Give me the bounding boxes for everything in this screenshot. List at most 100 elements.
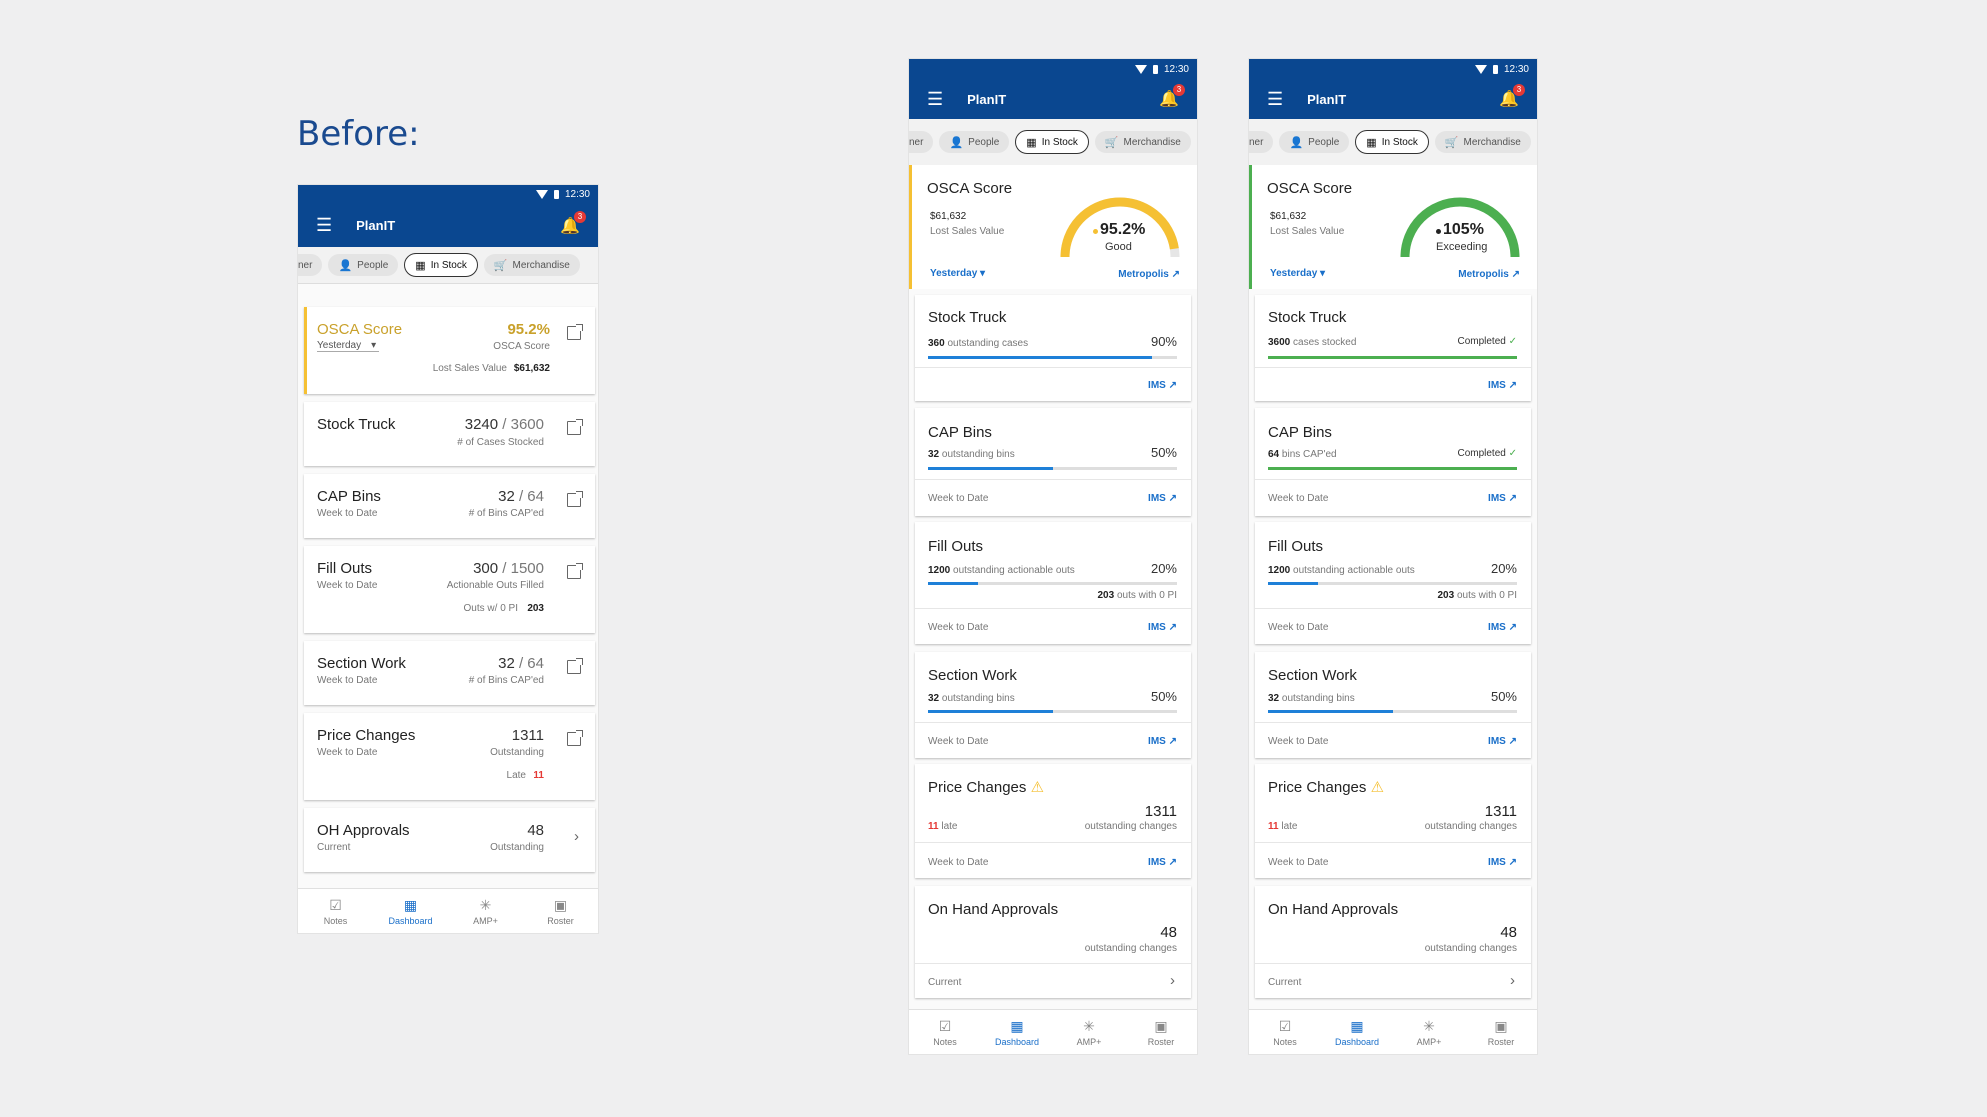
nav-notes[interactable]: ☑ Notes — [323, 896, 348, 926]
fill-outs-card[interactable]: Fill Outs Week to Date 300 / 1500 Action… — [304, 546, 595, 633]
chip-people[interactable]: 👤 People — [939, 131, 1010, 153]
ims-link[interactable]: IMS ↗ — [1148, 493, 1177, 504]
cap-bins-card[interactable]: CAP Bins 32 outstanding bins 50% Week to… — [915, 408, 1191, 516]
metropolis-link[interactable]: Metropolis ↗ — [1118, 269, 1180, 280]
after-phone-completed: 12:30 ☰ PlanIT 🔔 3 ner 👤 People ▦ In Stock … — [1249, 59, 1537, 1054]
oh-approvals-card[interactable]: On Hand Approvals 48 outstanding changes… — [915, 886, 1191, 998]
oh-approvals-card[interactable]: OH Approvals Current 48 Outstanding › — [304, 808, 595, 872]
open-external-icon[interactable] — [567, 324, 583, 340]
stock-truck-card[interactable]: Stock Truck 3240 / 3600 # of Cases Stock… — [304, 402, 595, 466]
nav-amp[interactable]: ✳ AMP+ — [1416, 1017, 1442, 1047]
divider — [1255, 367, 1531, 368]
inventory-icon: ▦ — [1366, 136, 1377, 149]
chip-merchandise[interactable]: 🛒 Merchandise — [1094, 131, 1191, 153]
cap-bins-card[interactable]: CAP Bins 64 bins CAP'ed Completed ✓ Week… — [1255, 408, 1531, 516]
fill-outs-card[interactable]: Fill Outs 1200 outstanding actionable ou… — [915, 522, 1191, 644]
open-external-icon[interactable] — [567, 730, 583, 746]
osca-card[interactable]: OSCA Score $61,632 Lost Sales Value 105%… — [1249, 165, 1537, 289]
period-dropdown[interactable]: Yesterday ▾ — [317, 340, 380, 352]
ims-link[interactable]: IMS ↗ — [1148, 622, 1177, 633]
nav-notes[interactable]: ☑ Notes — [1273, 1017, 1297, 1047]
nav-dashboard[interactable]: ▦ Dashboard — [994, 1017, 1040, 1047]
section-work-title: Section Work — [928, 667, 1017, 684]
divider — [915, 722, 1191, 723]
ims-link[interactable]: IMS ↗ — [1488, 857, 1517, 868]
osca-card[interactable]: OSCA Score Yesterday ▾ 95.2% OSCA Score L… — [304, 307, 595, 394]
period-dropdown[interactable]: Yesterday ▾ — [1270, 268, 1326, 279]
notification-bell-icon[interactable]: 🔔 3 — [1159, 84, 1185, 109]
cap-bins-card[interactable]: CAP Bins Week to Date 32 / 64 # of Bins … — [304, 474, 595, 538]
metropolis-link[interactable]: Metropolis ↗ — [1458, 269, 1520, 280]
hamburger-menu-icon[interactable]: ☰ — [1267, 88, 1284, 109]
chip-people[interactable]: 👤 People — [328, 254, 399, 276]
nav-dashboard[interactable]: ▦ Dashboard — [388, 896, 433, 926]
osca-gauge-value: 105% — [1443, 221, 1484, 238]
stock-truck-title: Stock Truck — [317, 416, 396, 433]
open-external-icon[interactable] — [567, 563, 583, 579]
divider — [1255, 842, 1531, 843]
fill-outs-period: Week to Date — [928, 622, 989, 633]
open-external-icon[interactable] — [567, 658, 583, 674]
chip-in-stock[interactable]: ▦ In Stock — [1355, 130, 1429, 154]
battery-icon — [1492, 64, 1498, 74]
section-work-card[interactable]: Section Work 32 outstanding bins 50% Wee… — [1255, 652, 1531, 758]
filter-chips: ner 👤 People ▦ In Stock 🛒 Merchandise — [298, 247, 598, 284]
chevron-right-icon[interactable]: › — [574, 828, 579, 845]
badge-icon: ▣ — [1494, 1017, 1508, 1034]
progress-fill — [928, 582, 978, 585]
nav-roster[interactable]: ▣ Roster — [1487, 1017, 1515, 1047]
osca-card[interactable]: OSCA Score $61,632 Lost Sales Value 95.2… — [909, 165, 1197, 289]
chip-in-stock[interactable]: ▦ In Stock — [404, 253, 478, 277]
ims-link[interactable]: IMS ↗ — [1148, 857, 1177, 868]
nav-dashboard[interactable]: ▦ Dashboard — [1334, 1017, 1380, 1047]
osca-title: OSCA Score — [317, 321, 403, 338]
chip-people[interactable]: 👤 People — [1279, 131, 1350, 153]
nav-amp[interactable]: ✳ AMP+ — [473, 896, 498, 926]
ims-link[interactable]: IMS ↗ — [1488, 380, 1517, 391]
chevron-right-icon[interactable]: › — [1170, 972, 1175, 989]
oh-approvals-card[interactable]: On Hand Approvals 48 outstanding changes… — [1255, 886, 1531, 998]
hamburger-menu-icon[interactable]: ☰ — [316, 215, 333, 235]
nav-notes[interactable]: ☑ Notes — [933, 1017, 957, 1047]
nav-roster[interactable]: ▣ Roster — [1147, 1017, 1175, 1047]
section-work-card[interactable]: Section Work Week to Date 32 / 64 # of B… — [304, 641, 595, 705]
notification-bell-icon[interactable]: 🔔 3 — [560, 210, 586, 236]
divider — [915, 842, 1191, 843]
open-external-icon[interactable] — [567, 491, 583, 507]
open-external-icon[interactable] — [567, 419, 583, 435]
ims-link[interactable]: IMS ↗ — [1488, 493, 1517, 504]
chevron-right-icon[interactable]: › — [1510, 972, 1515, 989]
chip-partial[interactable]: ner — [298, 254, 323, 276]
oh-approvals-value: 48 — [527, 822, 544, 839]
osca-gauge-label: Exceeding — [1436, 241, 1488, 253]
nav-amp[interactable]: ✳ AMP+ — [1076, 1017, 1102, 1047]
fill-outs-card[interactable]: Fill Outs 1200 outstanding actionable ou… — [1255, 522, 1531, 644]
outs-zero-pi: 203 outs with 0 PI — [1437, 590, 1518, 601]
lost-sales-value: $61,632 — [513, 363, 550, 374]
oh-approvals-caption: Outstanding — [490, 842, 544, 853]
chip-in-stock[interactable]: ▦ In Stock — [1015, 130, 1089, 154]
arrow-up-right-icon: ↗ — [1511, 269, 1520, 280]
progress-bar — [1268, 356, 1517, 359]
chip-partial[interactable]: ner — [1249, 131, 1274, 153]
ims-link[interactable]: IMS ↗ — [1148, 380, 1177, 391]
ims-link[interactable]: IMS ↗ — [1488, 622, 1517, 633]
notification-bell-icon[interactable]: 🔔 3 — [1499, 84, 1525, 109]
stock-truck-card[interactable]: Stock Truck 3600 cases stocked Completed… — [1255, 295, 1531, 401]
chip-merchandise[interactable]: 🛒 Merchandise — [483, 254, 580, 276]
hamburger-menu-icon[interactable]: ☰ — [927, 88, 944, 109]
nav-roster[interactable]: ▣ Roster — [547, 896, 574, 926]
price-changes-card[interactable]: Price Changes ⚠ 1311 11 late outstanding… — [915, 764, 1191, 878]
ims-link[interactable]: IMS ↗ — [1488, 736, 1517, 747]
section-work-card[interactable]: Section Work 32 outstanding bins 50% Wee… — [915, 652, 1191, 758]
divider — [1255, 963, 1531, 964]
cap-bins-period: Week to Date — [928, 493, 989, 504]
stock-truck-card[interactable]: Stock Truck 360 outstanding cases 90% IM… — [915, 295, 1191, 401]
ims-link[interactable]: IMS ↗ — [1148, 736, 1177, 747]
chip-merchandise[interactable]: 🛒 Merchandise — [1434, 131, 1531, 153]
price-changes-card[interactable]: Price Changes Week to Date 1311 Outstand… — [304, 713, 595, 800]
price-changes-card[interactable]: Price Changes ⚠ 1311 11 late outstanding… — [1255, 764, 1531, 878]
chip-partial[interactable]: ner — [909, 131, 934, 153]
period-dropdown[interactable]: Yesterday ▾ — [930, 268, 986, 279]
progress-fill — [928, 356, 1153, 359]
